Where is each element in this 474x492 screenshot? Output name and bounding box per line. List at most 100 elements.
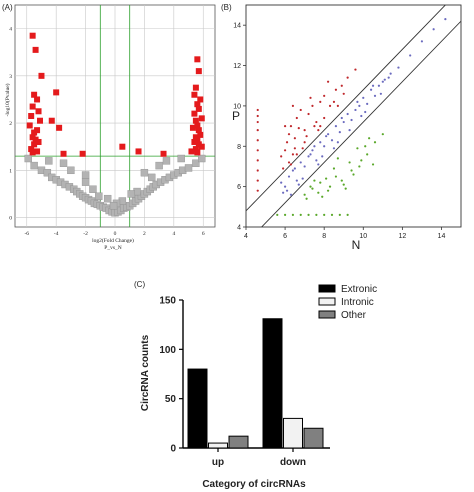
volcano-point-significant bbox=[32, 46, 39, 53]
scatter-x-tick-label: 8 bbox=[322, 233, 326, 240]
volcano-point-nonsignificant bbox=[43, 168, 52, 177]
scatter-point-unchanged bbox=[364, 110, 367, 114]
volcano-point-significant bbox=[60, 150, 67, 157]
scatter-point-unchanged bbox=[389, 72, 392, 75]
scatter-point-down bbox=[303, 193, 306, 196]
scatter-point-down bbox=[358, 165, 361, 168]
scatter-y-tick-label: 8 bbox=[237, 144, 241, 151]
scatter-point-unchanged bbox=[350, 118, 353, 122]
scatter-point-unchanged bbox=[332, 147, 336, 150]
scatter-point-up bbox=[289, 124, 293, 128]
scatter-point-unchanged bbox=[297, 183, 300, 186]
scatter-point-down bbox=[352, 173, 355, 176]
scatter-point-up bbox=[256, 114, 259, 118]
legend-swatch-other bbox=[318, 310, 336, 319]
legend-label-intronic: Intronic bbox=[341, 297, 374, 308]
bar-chart-x-axis-label: Category of circRNAs bbox=[202, 479, 306, 490]
volcano-point-nonsignificant bbox=[192, 159, 200, 167]
scatter-point-down bbox=[311, 187, 314, 190]
volcano-point-nonsignificant bbox=[140, 168, 149, 177]
scatter-point-up bbox=[334, 88, 338, 91]
scatter-point-up bbox=[256, 149, 259, 152]
scatter-point-up bbox=[256, 189, 259, 192]
scatter-point-unchanged bbox=[321, 155, 324, 158]
scatter-point-up bbox=[346, 76, 349, 79]
scatter-tick-labels: 4 6 8 10 12 14 4 6 8 10 12 14 bbox=[233, 23, 445, 240]
scatter-point-down bbox=[325, 177, 328, 180]
legend-swatch-intronic bbox=[318, 297, 336, 306]
volcano-point-significant bbox=[28, 113, 35, 119]
scatter-point-unchanged bbox=[309, 153, 312, 156]
scatter-point-unchanged bbox=[340, 116, 343, 120]
scatter-point-unchanged bbox=[313, 145, 316, 148]
volcano-point-significant bbox=[26, 122, 33, 129]
volcano-point-significant bbox=[194, 101, 201, 108]
volcano-point-significant bbox=[28, 146, 35, 153]
volcano-point-nonsignificant bbox=[198, 154, 206, 163]
scatter-point-unchanged bbox=[289, 193, 293, 196]
scatter-point-unchanged bbox=[299, 161, 302, 164]
bar-extronic-down bbox=[262, 318, 283, 449]
scatter-point-unchanged bbox=[358, 104, 361, 108]
volcano-point-significant bbox=[34, 148, 41, 155]
scatter-point-unchanged bbox=[420, 40, 424, 43]
scatter-point-unchanged bbox=[346, 112, 349, 116]
volcano-point-significant bbox=[79, 150, 86, 157]
volcano-x-tick-label: 4 bbox=[172, 231, 175, 237]
scatter-point-unchanged bbox=[369, 88, 373, 91]
scatter-point-down bbox=[321, 195, 324, 198]
scatter-reference-line bbox=[246, 5, 446, 212]
scatter-plot: 4 6 8 10 12 14 4 6 8 10 12 14 N P bbox=[232, 4, 462, 252]
bar-chart-y-tick-label: 150 bbox=[159, 296, 176, 307]
volcano-y-tick-label: 1 bbox=[9, 168, 12, 174]
volcano-point-significant bbox=[192, 84, 199, 91]
scatter-x-tick-label: 14 bbox=[438, 233, 446, 240]
scatter-point-up bbox=[282, 167, 285, 170]
scatter-point-unchanged bbox=[362, 96, 365, 99]
scatter-point-down bbox=[313, 179, 316, 182]
scatter-point-down bbox=[338, 213, 341, 216]
scatter-point-down bbox=[350, 169, 353, 172]
scatter-point-down bbox=[326, 189, 330, 192]
scatter-point-down bbox=[334, 175, 338, 178]
scatter-point-up bbox=[303, 141, 306, 144]
scatter-point-up bbox=[305, 135, 308, 138]
scatter-point-unchanged bbox=[282, 191, 285, 194]
scatter-point-unchanged bbox=[409, 54, 412, 57]
volcano-point-nonsignificant bbox=[95, 192, 103, 200]
legend-label-extronic: Extronic bbox=[341, 284, 377, 295]
scatter-point-up bbox=[280, 155, 283, 158]
volcano-point-significant bbox=[31, 91, 38, 98]
volcano-comparison-label: P_vs_N bbox=[104, 245, 121, 251]
scatter-point-up bbox=[289, 163, 293, 166]
scatter-point-up bbox=[299, 108, 302, 112]
scatter-x-tick-label: 6 bbox=[283, 233, 287, 240]
scatter-points bbox=[256, 18, 447, 216]
legend-label-other: Other bbox=[341, 310, 367, 321]
bar-intronic-up bbox=[208, 442, 228, 449]
scatter-y-axis-label: P bbox=[232, 109, 240, 123]
volcano-point-significant bbox=[35, 108, 42, 115]
volcano-point-significant bbox=[56, 124, 63, 131]
scatter-point-up bbox=[287, 133, 291, 136]
scatter-point-up bbox=[354, 68, 357, 71]
scatter-y-tick-label: 14 bbox=[233, 23, 241, 30]
scatter-point-unchanged bbox=[307, 155, 310, 158]
scatter-point-down bbox=[315, 213, 318, 216]
scatter-point-up bbox=[285, 141, 289, 144]
volcano-point-significant bbox=[189, 124, 196, 131]
scatter-point-up bbox=[340, 84, 343, 87]
volcano-point-significant bbox=[194, 122, 201, 129]
scatter-point-up bbox=[317, 129, 320, 132]
scatter-point-down bbox=[332, 167, 336, 170]
volcano-point-significant bbox=[192, 117, 199, 124]
scatter-point-unchanged bbox=[283, 185, 287, 188]
scatter-point-down bbox=[368, 137, 371, 140]
volcano-point-nonsignificant bbox=[24, 154, 32, 163]
scatter-point-down bbox=[323, 213, 326, 216]
scatter-point-up bbox=[315, 120, 318, 124]
scatter-point-down bbox=[336, 157, 339, 160]
scatter-point-unchanged bbox=[319, 141, 322, 144]
scatter-x-tick-label: 10 bbox=[359, 233, 367, 240]
volcano-point-significant bbox=[53, 89, 60, 96]
